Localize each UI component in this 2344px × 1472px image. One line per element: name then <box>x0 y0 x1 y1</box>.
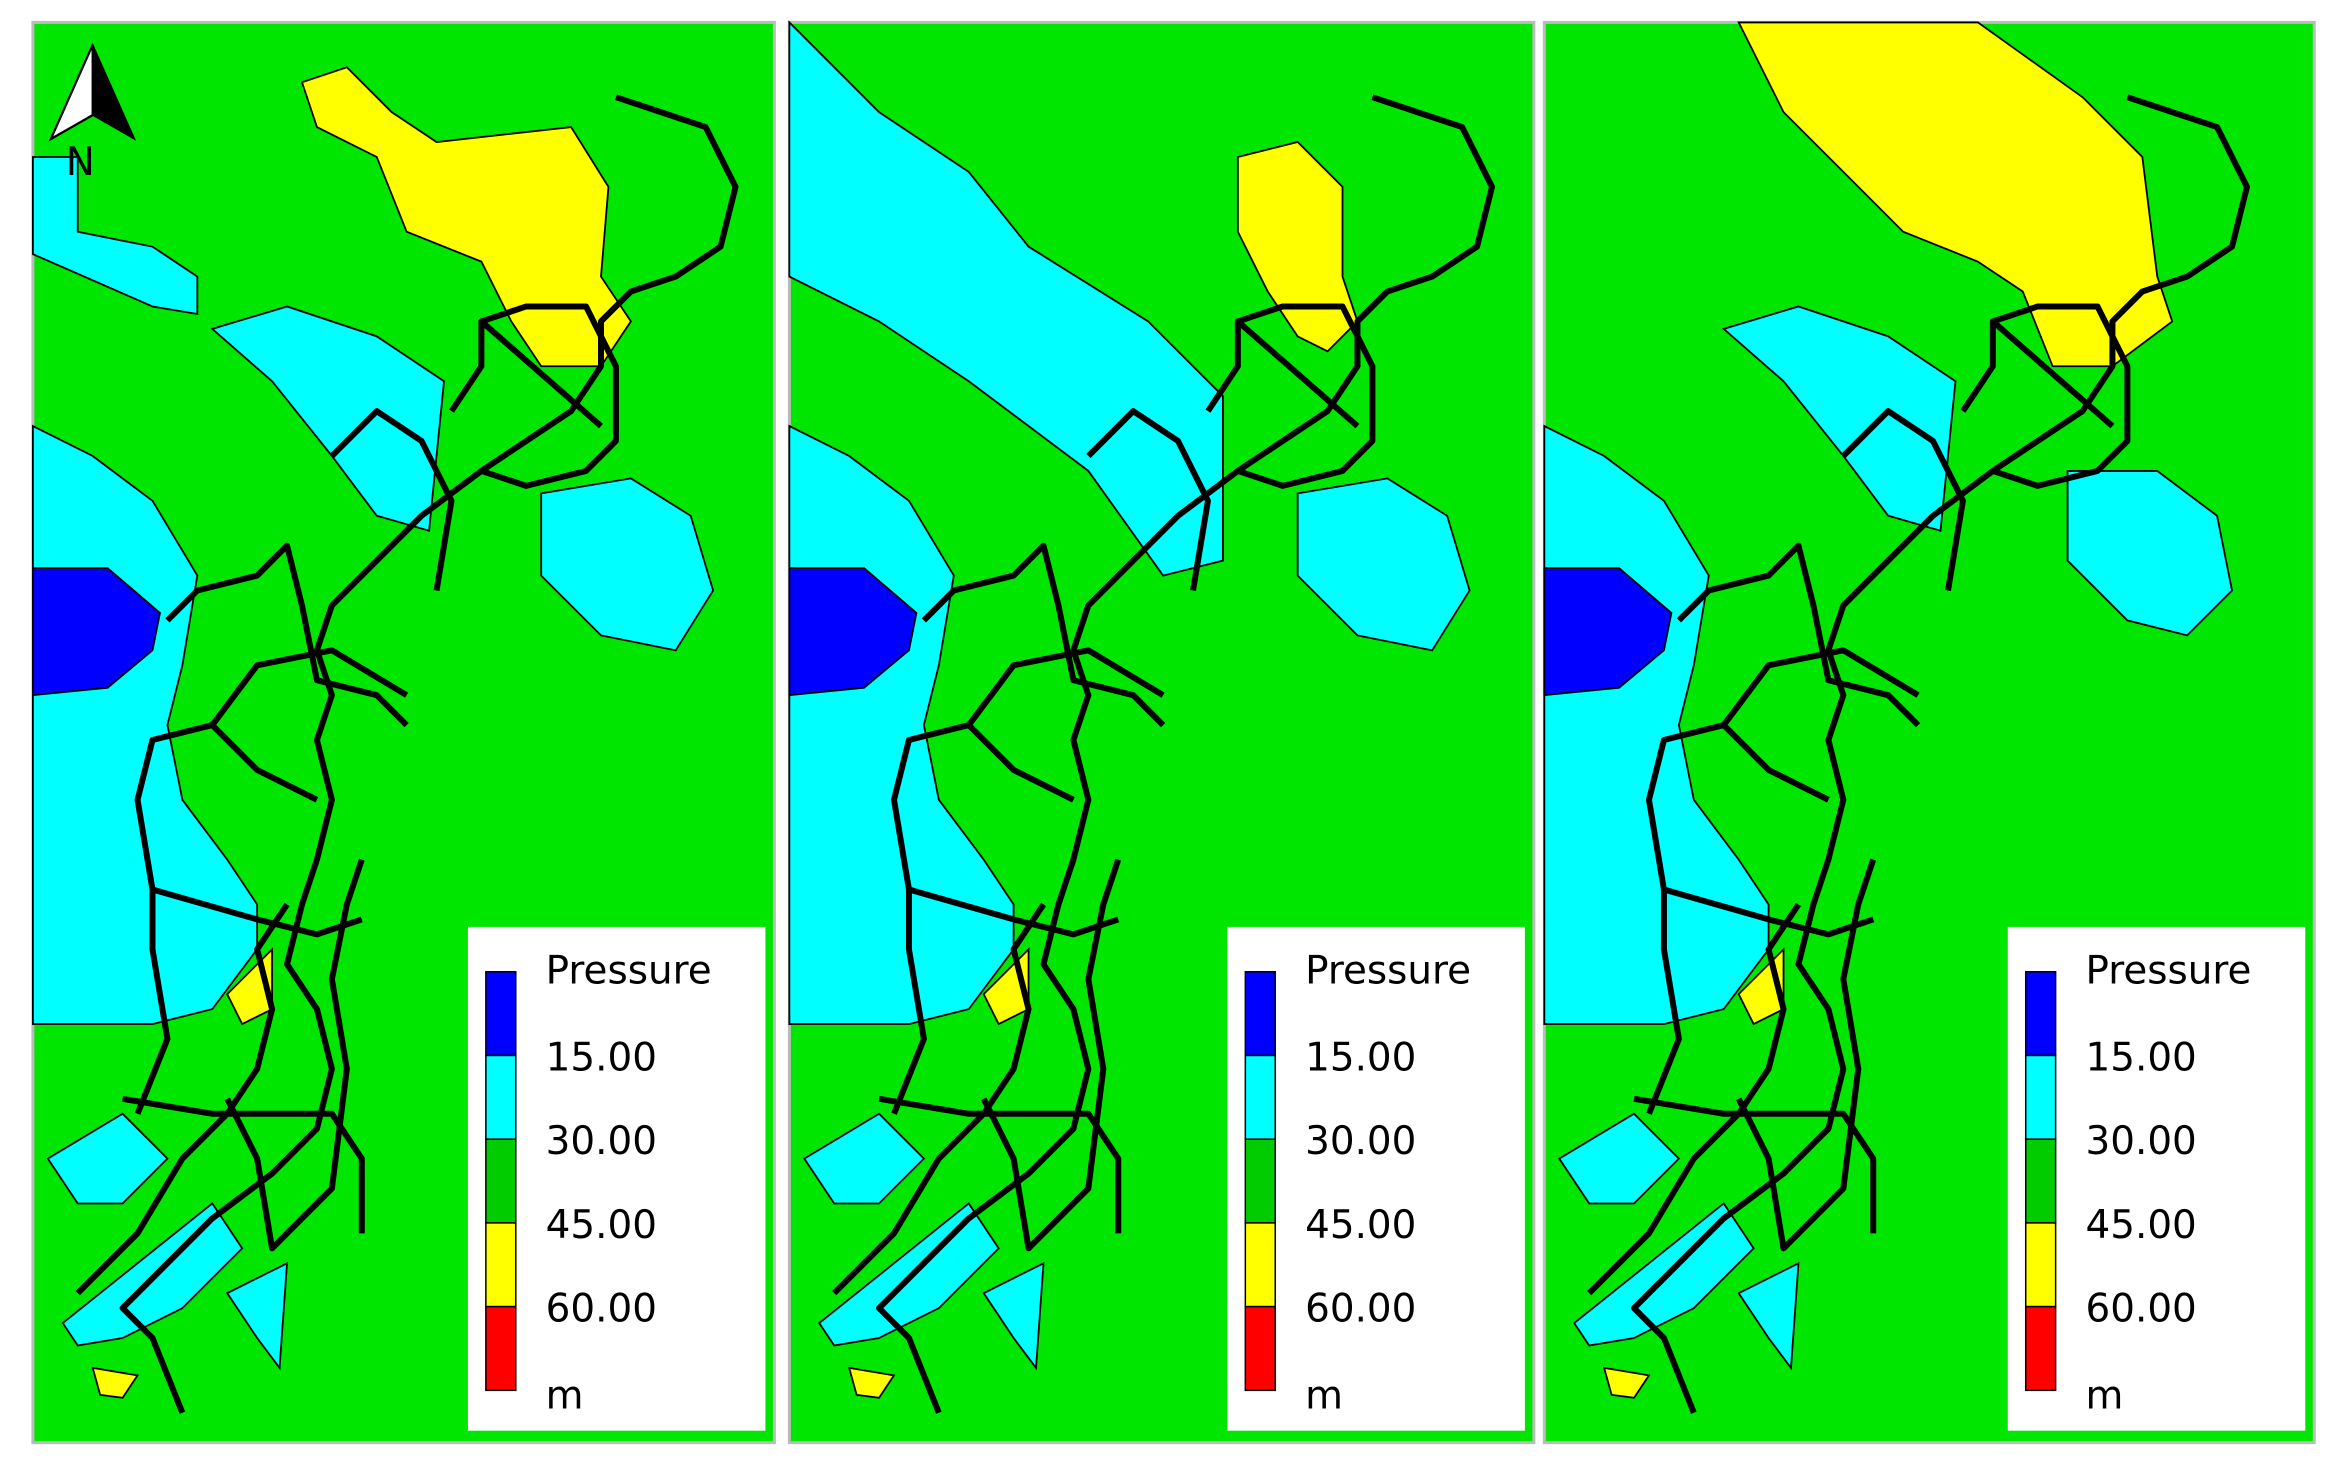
pipe-network <box>1633 1095 1877 1234</box>
legend-label: 60.00 <box>2086 1287 2197 1332</box>
pipe-network <box>891 722 1075 1115</box>
legend-swatch <box>2024 1054 2057 1140</box>
pipe-network <box>1960 303 2131 489</box>
legend-label: 30.00 <box>2086 1119 2197 1164</box>
pipe-network <box>1645 722 1830 1115</box>
legend-box <box>1227 926 1525 1431</box>
pressure-zone <box>1737 21 2174 368</box>
legend-swatch <box>485 971 517 1057</box>
pressure-zone <box>300 66 632 368</box>
legend-unit: m <box>546 1373 584 1418</box>
pressure-zone <box>31 567 161 697</box>
pressure-zone <box>788 20 1224 577</box>
pipe-network <box>921 542 1166 728</box>
legend-title: Pressure <box>546 949 712 994</box>
pipe-network <box>832 902 1046 1296</box>
legend-swatch <box>1244 1305 1276 1392</box>
pressure-zone <box>982 1261 1045 1371</box>
pressure-zone <box>1602 1366 1651 1399</box>
pressure-zone <box>1543 567 1673 697</box>
legend-label: 60.00 <box>1305 1287 1416 1332</box>
pipe-network <box>1235 319 1360 429</box>
pressure-zone <box>1236 141 1359 353</box>
legend-swatch <box>1244 1138 1276 1224</box>
pipe-network <box>449 303 619 489</box>
pressure-zone <box>1296 477 1471 652</box>
pipe-network <box>1587 902 1801 1296</box>
pressure-zone <box>803 1112 926 1205</box>
legend-label: 60.00 <box>546 1287 657 1332</box>
legend-unit: m <box>2086 1373 2124 1418</box>
pressure-zone <box>31 156 199 316</box>
pipe-network <box>329 408 455 592</box>
pipe-network <box>224 858 365 1252</box>
legend-swatch <box>1244 1222 1276 1308</box>
pipe-network <box>479 319 603 429</box>
pipe-network <box>1663 886 1875 938</box>
legend-label: 45.00 <box>1305 1203 1416 1248</box>
pipe-network <box>165 542 409 728</box>
legend-label: 15.00 <box>2086 1035 2197 1080</box>
legend-swatch <box>485 1054 517 1140</box>
pressure-zone <box>1737 1261 1800 1371</box>
legend-swatch <box>485 1222 517 1308</box>
pipe-network <box>151 886 363 938</box>
pressure-zone <box>540 477 715 652</box>
pipe-network <box>1205 303 1376 489</box>
legend-label: 30.00 <box>546 1119 657 1164</box>
pipe-network <box>878 1095 1122 1234</box>
legend-swatch <box>2024 1222 2057 1308</box>
pipe-network <box>122 1095 365 1234</box>
pressure-zone <box>91 1366 140 1399</box>
pressure-zone <box>2066 470 2234 637</box>
map-panel: Pressure 15.00 30.00 45.00 60.00 m <box>787 20 1536 1445</box>
legend-swatch <box>485 1138 517 1224</box>
pipe-network <box>966 647 1165 727</box>
pipe-network <box>1086 408 1211 592</box>
pressure-zone <box>1558 1112 1681 1205</box>
north-label: N <box>66 140 95 185</box>
pressure-zone <box>788 567 918 697</box>
legend-label: 15.00 <box>546 1035 657 1080</box>
pipe-network <box>75 902 290 1296</box>
pipe-network <box>908 886 1120 938</box>
pipe-network <box>1676 542 1921 728</box>
pipe-network <box>209 647 409 727</box>
pipe-network <box>1736 858 1877 1252</box>
legend-box <box>2007 926 2306 1431</box>
legend-swatch <box>1244 971 1276 1057</box>
legend-swatch <box>1244 1054 1276 1140</box>
north-arrow-half <box>48 44 94 142</box>
pipe-network <box>1721 647 1920 727</box>
pressure-zone <box>847 1366 896 1399</box>
pipe-network <box>1990 319 2115 429</box>
legend-label: 30.00 <box>1305 1119 1416 1164</box>
legend-label: 15.00 <box>1305 1035 1416 1080</box>
legend-title: Pressure <box>2086 949 2252 994</box>
legend-label: 45.00 <box>2086 1203 2197 1248</box>
legend-swatch <box>485 1305 517 1392</box>
pressure-zone <box>210 305 445 532</box>
legend-swatch <box>2024 1138 2057 1224</box>
pipe-network <box>1841 408 1966 592</box>
pressure-zone <box>1721 305 1957 532</box>
map-panel: Pressure 15.00 30.00 45.00 60.00 m <box>1542 20 2316 1445</box>
legend-title: Pressure <box>1305 949 1471 994</box>
pipe-network <box>981 858 1122 1252</box>
legend-swatch <box>2024 971 2057 1057</box>
map-panel: N Pressure 15.00 30.00 45.00 60.00 m <box>31 20 776 1445</box>
pressure-zone <box>225 1261 289 1371</box>
legend-label: 45.00 <box>546 1203 657 1248</box>
pipe-network <box>134 722 319 1115</box>
pressure-zone <box>46 1112 169 1205</box>
legend-swatch <box>2024 1305 2057 1392</box>
legend-box <box>467 926 766 1431</box>
legend-unit: m <box>1305 1373 1343 1418</box>
